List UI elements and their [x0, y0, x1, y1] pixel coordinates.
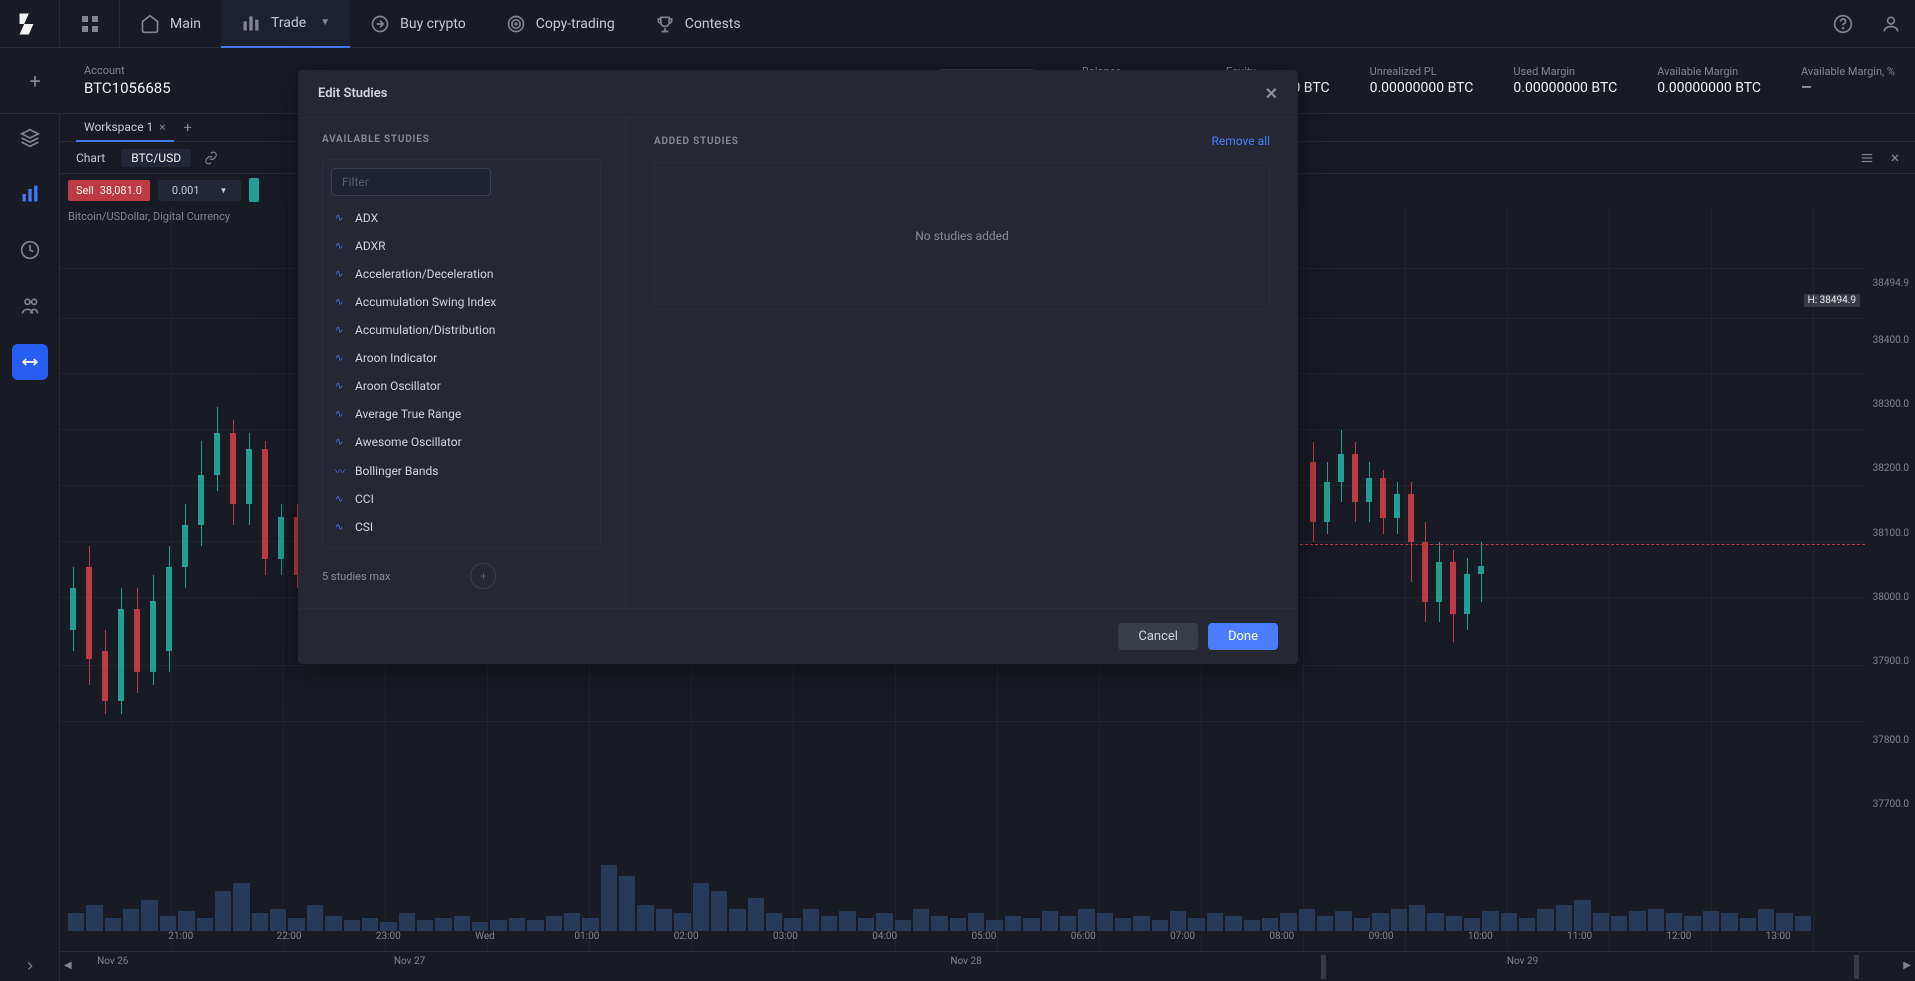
- study-item[interactable]: ∿Accumulation Swing Index: [323, 288, 600, 316]
- study-item[interactable]: ∿Accumulation/Distribution: [323, 316, 600, 344]
- study-type-icon: ∿: [335, 241, 347, 252]
- max-studies-label: 5 studies max +: [322, 563, 601, 589]
- study-type-icon: ∿: [335, 522, 347, 533]
- modal-title: Edit Studies: [318, 86, 387, 101]
- study-type-icon: ∿: [335, 325, 347, 336]
- study-type-icon: ∿: [335, 297, 347, 308]
- study-item[interactable]: ∿Center Of Gravity Oscillator: [323, 541, 600, 549]
- studies-filter-input[interactable]: [331, 168, 491, 196]
- done-button[interactable]: Done: [1208, 623, 1278, 650]
- study-type-icon: ∿: [335, 409, 347, 420]
- study-item[interactable]: ∿ADXR: [323, 232, 600, 260]
- study-type-icon: ∿: [335, 437, 347, 448]
- study-type-icon: ∿: [335, 381, 347, 392]
- study-item[interactable]: ∿Awesome Oscillator: [323, 428, 600, 456]
- study-item[interactable]: 〰Bollinger Bands: [323, 456, 600, 485]
- modal-footer: Cancel Done: [298, 608, 1298, 664]
- available-studies-title: AVAILABLE STUDIES: [322, 134, 601, 145]
- study-type-icon: ∿: [335, 494, 347, 505]
- added-studies-box: No studies added: [654, 162, 1270, 310]
- no-studies-text: No studies added: [915, 229, 1009, 243]
- cancel-button[interactable]: Cancel: [1118, 623, 1198, 650]
- study-type-icon: 〰: [335, 463, 347, 478]
- study-type-icon: ∿: [335, 213, 347, 224]
- modal-close-button[interactable]: ✕: [1265, 84, 1278, 103]
- remove-all-button[interactable]: Remove all: [1212, 134, 1270, 148]
- add-study-plus-button[interactable]: +: [470, 563, 496, 589]
- study-item[interactable]: ∿ADX: [323, 204, 600, 232]
- study-item[interactable]: ∿Acceleration/Deceleration: [323, 260, 600, 288]
- study-item[interactable]: ∿Aroon Indicator: [323, 344, 600, 372]
- available-studies-pane: AVAILABLE STUDIES ∿ADX∿ADXR∿Acceleration…: [298, 118, 626, 608]
- study-item[interactable]: ∿CCI: [323, 485, 600, 513]
- study-item[interactable]: ∿Average True Range: [323, 400, 600, 428]
- added-studies-title: ADDED STUDIES: [654, 136, 739, 147]
- study-type-icon: ∿: [335, 353, 347, 364]
- added-studies-pane: ADDED STUDIES Remove all No studies adde…: [626, 118, 1298, 608]
- edit-studies-modal: Edit Studies ✕ AVAILABLE STUDIES ∿ADX∿AD…: [298, 70, 1298, 664]
- modal-header: Edit Studies ✕: [298, 70, 1298, 118]
- study-item[interactable]: ∿Aroon Oscillator: [323, 372, 600, 400]
- study-type-icon: ∿: [335, 269, 347, 280]
- study-item[interactable]: ∿CSI: [323, 513, 600, 541]
